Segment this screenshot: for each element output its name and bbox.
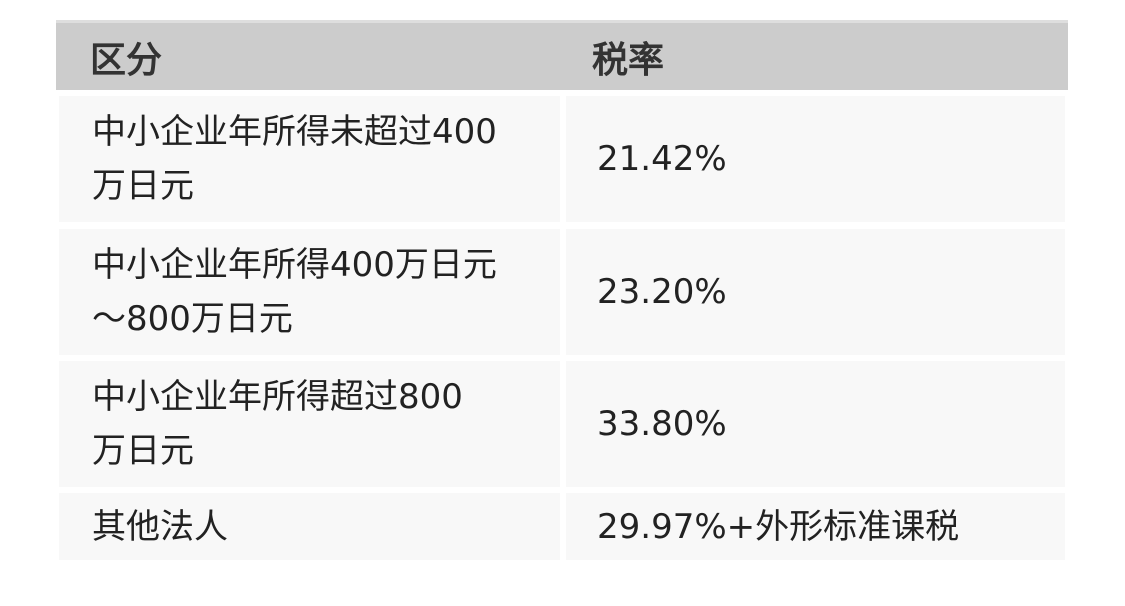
table-row-1-category: 中小企业年所得未超过400万日元	[59, 96, 560, 222]
table-row-2-category: 中小企业年所得400万日元～800万日元	[59, 229, 560, 355]
table-row-4-category: 其他法人	[59, 493, 560, 560]
cell-text: 中小企业年所得400万日元～800万日元	[92, 245, 497, 339]
header-category: 区分	[90, 40, 163, 81]
table-header: 区分 税率	[56, 20, 1068, 90]
table-row-3-rate: 33.80%	[566, 361, 1065, 487]
table-row-1-rate: 21.42%	[566, 96, 1065, 222]
table-row-4-rate: 29.97%+外形标准课税	[566, 493, 1065, 560]
table-row-3-category: 中小企业年所得超过800万日元	[59, 361, 560, 487]
cell-text: 中小企业年所得超过800万日元	[92, 377, 463, 471]
header-rate: 税率	[592, 40, 665, 81]
table-row-2-rate: 23.20%	[566, 229, 1065, 355]
cell-text: 中小企业年所得未超过400万日元	[92, 112, 497, 206]
